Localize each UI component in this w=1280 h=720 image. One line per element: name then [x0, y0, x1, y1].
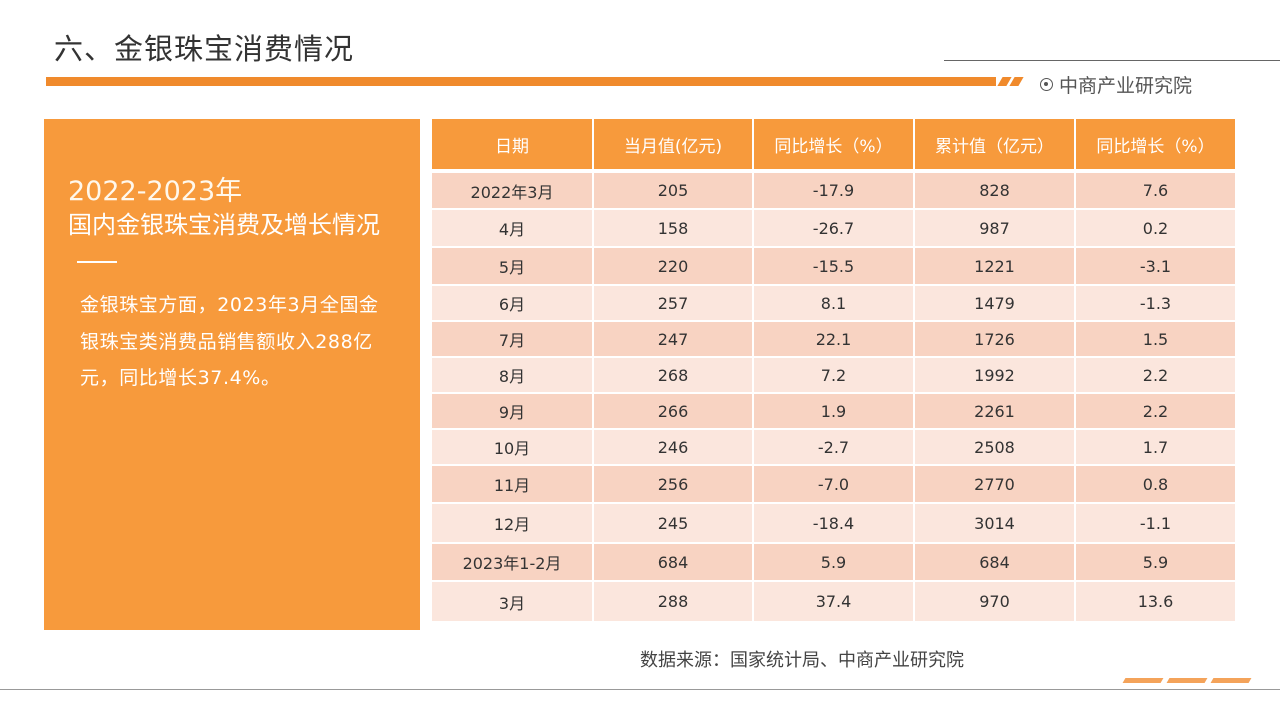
table-row: 2023年1-2月 684 5.9 684 5.9 — [432, 542, 1235, 581]
title-underline-bar — [46, 77, 996, 86]
table-row: 3月 288 37.4 970 13.6 — [432, 580, 1235, 621]
cell-monthly-value: 288 — [593, 580, 754, 621]
cell-cumulative-value: 684 — [914, 542, 1076, 581]
cell-cumulative-value: 1992 — [914, 356, 1076, 393]
cell-monthly-value: 246 — [593, 428, 754, 465]
cell-cumulative-yoy: 1.5 — [1075, 320, 1235, 357]
cell-cumulative-value: 987 — [914, 208, 1076, 247]
cell-cumulative-value: 970 — [914, 580, 1076, 621]
cell-date: 4月 — [432, 208, 594, 247]
panel-divider — [77, 261, 117, 263]
table-row: 8月 268 7.2 1992 2.2 — [432, 356, 1235, 393]
table-row: 2022年3月 205 -17.9 828 7.6 — [432, 169, 1235, 209]
cell-cumulative-value: 1221 — [914, 246, 1076, 285]
summary-panel: 2022-2023年 国内金银珠宝消费及增长情况 金银珠宝方面，2023年3月全… — [44, 119, 420, 630]
table-body: 2022年3月 205 -17.9 828 7.6 4月 158 -26.7 987 0.2 5月 2… — [432, 169, 1235, 621]
cell-monthly-yoy: 5.9 — [753, 542, 915, 581]
brand-name: 中商产业研究院 — [1059, 75, 1193, 97]
cell-date: 2023年1-2月 — [432, 542, 594, 581]
cell-cumulative-yoy: 7.6 — [1075, 169, 1235, 209]
cell-cumulative-value: 2770 — [914, 464, 1076, 503]
cell-cumulative-value: 1726 — [914, 320, 1076, 357]
cell-date: 3月 — [432, 580, 594, 621]
cell-monthly-value: 220 — [593, 246, 754, 285]
cell-date: 5月 — [432, 246, 594, 285]
cell-monthly-yoy: -2.7 — [753, 428, 915, 465]
cell-cumulative-yoy: 5.9 — [1075, 542, 1235, 581]
table-row: 12月 245 -18.4 3014 -1.1 — [432, 502, 1235, 543]
cell-cumulative-value: 2261 — [914, 392, 1076, 429]
cell-date: 7月 — [432, 320, 594, 357]
cell-cumulative-yoy: 0.8 — [1075, 464, 1235, 503]
table-row: 4月 158 -26.7 987 0.2 — [432, 208, 1235, 247]
cell-monthly-yoy: 37.4 — [753, 580, 915, 621]
table-row: 9月 266 1.9 2261 2.2 — [432, 392, 1235, 429]
cell-monthly-value: 247 — [593, 320, 754, 357]
cell-date: 10月 — [432, 428, 594, 465]
cell-monthly-value: 257 — [593, 284, 754, 321]
cell-cumulative-yoy: 0.2 — [1075, 208, 1235, 247]
brand-label: 中商产业研究院 — [1040, 71, 1192, 98]
cell-cumulative-yoy: -3.1 — [1075, 246, 1235, 285]
source-note: 数据来源：国家统计局、中商产业研究院 — [640, 650, 964, 671]
cell-date: 11月 — [432, 464, 594, 503]
cell-cumulative-yoy: 1.7 — [1075, 428, 1235, 465]
cell-cumulative-yoy: 2.2 — [1075, 392, 1235, 429]
footer-stripes-decoration — [1110, 678, 1280, 690]
header-cumulative-value: 累计值（亿元） — [914, 119, 1076, 171]
panel-year-range: 2022-2023年 — [68, 176, 243, 207]
cell-monthly-value: 684 — [593, 542, 754, 581]
cell-monthly-value: 266 — [593, 392, 754, 429]
cell-monthly-value: 245 — [593, 502, 754, 543]
cell-monthly-value: 256 — [593, 464, 754, 503]
cell-date: 9月 — [432, 392, 594, 429]
cell-cumulative-yoy: 2.2 — [1075, 356, 1235, 393]
table-row: 10月 246 -2.7 2508 1.7 — [432, 428, 1235, 465]
cell-date: 2022年3月 — [432, 169, 594, 209]
header-monthly-yoy: 同比增长（%） — [753, 119, 915, 171]
cell-cumulative-yoy: 13.6 — [1075, 580, 1235, 621]
table-row: 6月 257 8.1 1479 -1.3 — [432, 284, 1235, 321]
header-date: 日期 — [432, 119, 594, 171]
cell-date: 12月 — [432, 502, 594, 543]
table-row: 11月 256 -7.0 2770 0.8 — [432, 464, 1235, 503]
cell-monthly-yoy: 8.1 — [753, 284, 915, 321]
consumption-table: 日期 当月值(亿元) 同比增长（%） 累计值（亿元） 同比增长（%） 2022年… — [432, 119, 1235, 621]
brand-divider-line — [944, 60, 1280, 61]
cell-cumulative-value: 1479 — [914, 284, 1076, 321]
page-title: 六、金银珠宝消费情况 — [54, 32, 355, 66]
cell-cumulative-value: 3014 — [914, 502, 1076, 543]
cell-monthly-value: 205 — [593, 169, 754, 209]
cell-monthly-yoy: 1.9 — [753, 392, 915, 429]
cell-date: 6月 — [432, 284, 594, 321]
cell-monthly-value: 158 — [593, 208, 754, 247]
cell-monthly-yoy: 22.1 — [753, 320, 915, 357]
cell-date: 8月 — [432, 356, 594, 393]
cell-monthly-yoy: 7.2 — [753, 356, 915, 393]
cell-monthly-yoy: -17.9 — [753, 169, 915, 209]
footer-line — [0, 689, 1280, 690]
table-row: 7月 247 22.1 1726 1.5 — [432, 320, 1235, 357]
table-row: 5月 220 -15.5 1221 -3.1 — [432, 246, 1235, 285]
header-cumulative-yoy: 同比增长（%） — [1075, 119, 1235, 171]
panel-heading: 国内金银珠宝消费及增长情况 — [68, 211, 380, 239]
cell-monthly-yoy: -18.4 — [753, 502, 915, 543]
cell-cumulative-yoy: -1.3 — [1075, 284, 1235, 321]
panel-body-text: 金银珠宝方面，2023年3月全国金银珠宝类消费品销售额收入288亿元，同比增长3… — [80, 294, 379, 389]
header-monthly-value: 当月值(亿元) — [593, 119, 754, 171]
cell-cumulative-value: 2508 — [914, 428, 1076, 465]
table-header-row: 日期 当月值(亿元) 同比增长（%） 累计值（亿元） 同比增长（%） — [432, 119, 1235, 171]
cell-cumulative-yoy: -1.1 — [1075, 502, 1235, 543]
brand-logo-icon — [1040, 78, 1053, 91]
cell-cumulative-value: 828 — [914, 169, 1076, 209]
cell-monthly-yoy: -15.5 — [753, 246, 915, 285]
cell-monthly-yoy: -7.0 — [753, 464, 915, 503]
cell-monthly-value: 268 — [593, 356, 754, 393]
cell-monthly-yoy: -26.7 — [753, 208, 915, 247]
